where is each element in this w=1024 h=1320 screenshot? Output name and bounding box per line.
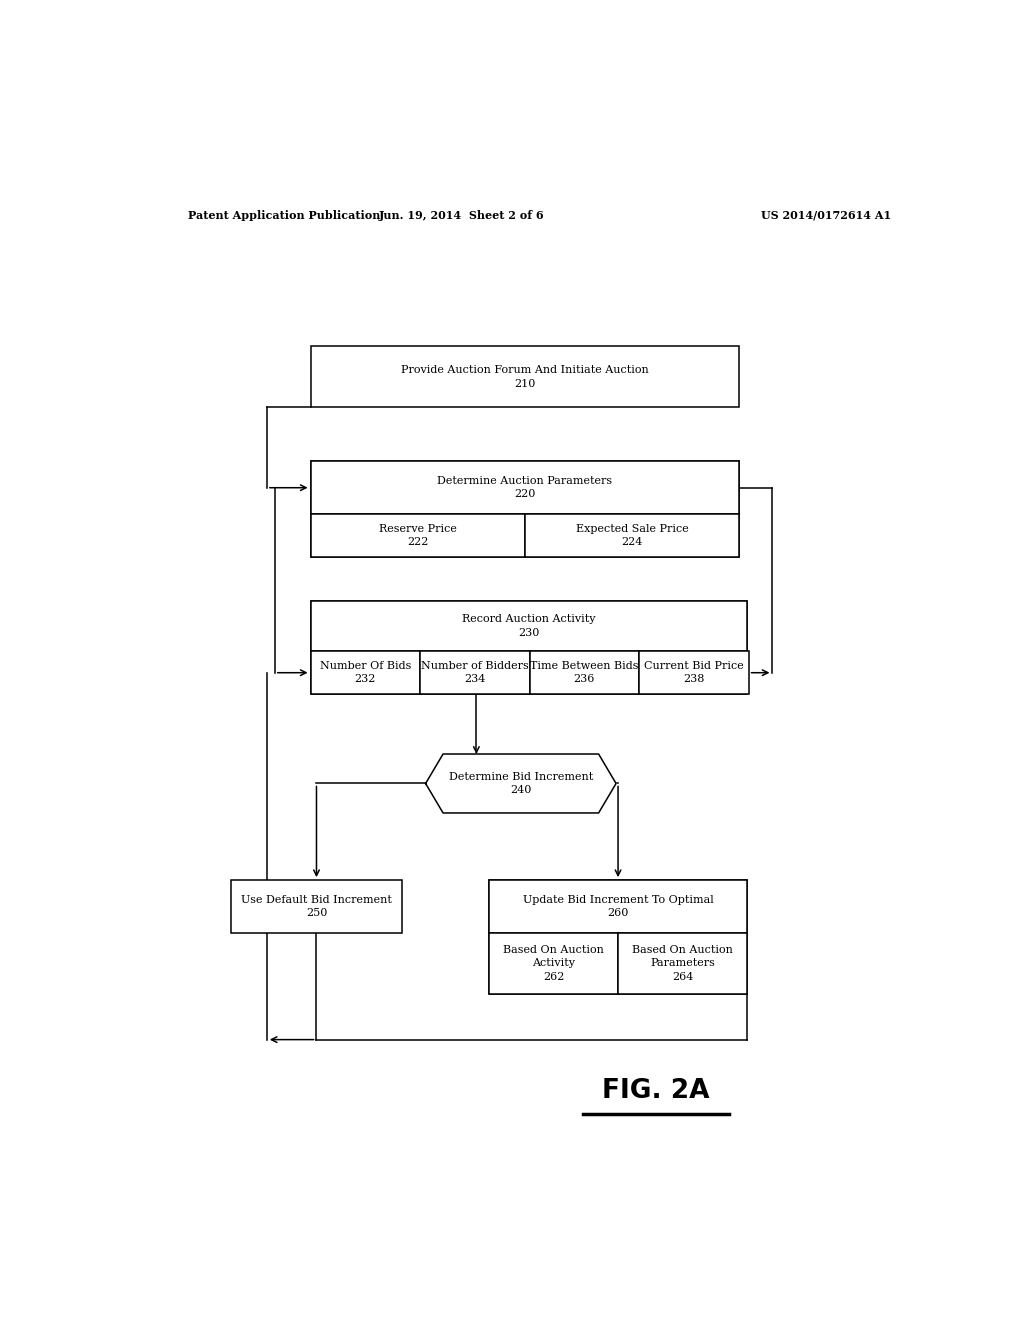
- Text: US 2014/0172614 A1: US 2014/0172614 A1: [761, 210, 892, 220]
- Text: Use Default Bid Increment
250: Use Default Bid Increment 250: [241, 895, 392, 919]
- Text: Reserve Price
222: Reserve Price 222: [379, 524, 457, 546]
- Text: Record Auction Activity
230: Record Auction Activity 230: [462, 614, 596, 638]
- FancyBboxPatch shape: [489, 933, 618, 994]
- FancyBboxPatch shape: [310, 601, 748, 694]
- Text: Expected Sale Price
224: Expected Sale Price 224: [575, 524, 688, 546]
- Text: Number of Bidders
234: Number of Bidders 234: [421, 661, 528, 684]
- Text: Provide Auction Forum And Initiate Auction
210: Provide Auction Forum And Initiate Aucti…: [401, 366, 648, 388]
- Text: Time Between Bids
236: Time Between Bids 236: [530, 661, 639, 684]
- Text: FIG. 2A: FIG. 2A: [602, 1078, 710, 1105]
- FancyBboxPatch shape: [310, 461, 739, 515]
- FancyBboxPatch shape: [524, 515, 739, 557]
- Text: Determine Auction Parameters
220: Determine Auction Parameters 220: [437, 477, 612, 499]
- FancyBboxPatch shape: [310, 461, 739, 557]
- Text: Based On Auction
Activity
262: Based On Auction Activity 262: [503, 945, 604, 982]
- Text: Jun. 19, 2014  Sheet 2 of 6: Jun. 19, 2014 Sheet 2 of 6: [379, 210, 544, 220]
- FancyBboxPatch shape: [529, 651, 639, 694]
- FancyBboxPatch shape: [310, 515, 524, 557]
- Text: Number Of Bids
232: Number Of Bids 232: [319, 661, 411, 684]
- FancyBboxPatch shape: [489, 880, 748, 933]
- FancyBboxPatch shape: [618, 933, 748, 994]
- Text: Current Bid Price
238: Current Bid Price 238: [644, 661, 743, 684]
- FancyBboxPatch shape: [310, 346, 739, 408]
- FancyBboxPatch shape: [310, 651, 420, 694]
- FancyBboxPatch shape: [310, 601, 748, 651]
- Text: Based On Auction
Parameters
264: Based On Auction Parameters 264: [632, 945, 733, 982]
- Text: Patent Application Publication: Patent Application Publication: [187, 210, 380, 220]
- FancyBboxPatch shape: [231, 880, 401, 933]
- FancyBboxPatch shape: [639, 651, 749, 694]
- FancyBboxPatch shape: [420, 651, 529, 694]
- Polygon shape: [426, 754, 616, 813]
- Text: Determine Bid Increment
240: Determine Bid Increment 240: [449, 772, 593, 795]
- Text: Update Bid Increment To Optimal
260: Update Bid Increment To Optimal 260: [522, 895, 714, 919]
- FancyBboxPatch shape: [489, 880, 748, 994]
